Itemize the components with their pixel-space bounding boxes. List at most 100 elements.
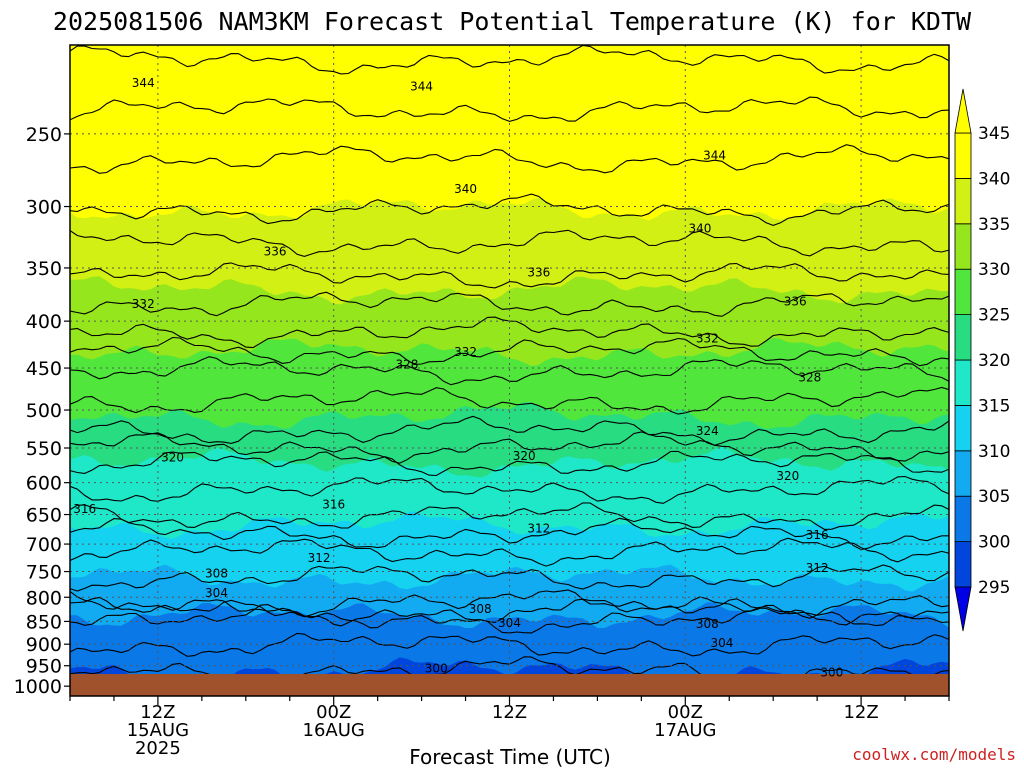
colorbar-segment	[954, 314, 972, 361]
y-tick-label: 900	[26, 634, 62, 656]
contour-label: 344	[132, 76, 155, 90]
x-tick-label: 12Z	[140, 702, 175, 723]
colorbar-tick-label: 335	[978, 215, 1010, 235]
contour-label: 316	[806, 528, 829, 542]
colorbar-tick-label: 340	[978, 169, 1010, 189]
contour-label: 324	[696, 424, 719, 438]
colorbar-tick-label: 325	[978, 306, 1010, 326]
contour-label: 308	[469, 602, 492, 616]
contour-label: 300	[425, 662, 448, 676]
y-tick-label: 250	[26, 124, 62, 146]
contour-label: 340	[454, 182, 477, 196]
colorbar-segment	[954, 450, 972, 497]
contour-label: 304	[710, 636, 733, 650]
colorbar-segment	[954, 495, 972, 543]
y-tick-label: 850	[26, 611, 62, 633]
contour-label: 332	[132, 297, 155, 311]
y-tick-label: 400	[26, 311, 62, 333]
y-tick-label: 1000	[14, 676, 62, 698]
credit-text: coolwx.com/models	[852, 745, 1016, 764]
colorbar-segment	[954, 268, 972, 316]
contour-label: 312	[308, 551, 331, 565]
contour-308	[70, 589, 949, 619]
contour-label: 332	[454, 345, 477, 359]
contour-334	[70, 291, 949, 317]
contour-342	[70, 144, 949, 174]
y-tick-label: 450	[26, 358, 62, 380]
y-tick-label: 800	[26, 587, 62, 609]
contour-344	[70, 96, 949, 122]
x-tick-label: 15AUG	[127, 720, 189, 741]
colorbar-tick-label: 315	[978, 396, 1010, 416]
x-tick-label: 00Z	[316, 702, 351, 723]
contour-312	[70, 537, 949, 567]
colorbar-tick-label: 345	[978, 124, 1010, 144]
x-tick-label: 12Z	[492, 702, 527, 723]
colorbar-extend-top	[954, 88, 972, 134]
contour-330	[70, 336, 949, 367]
contour-310	[70, 564, 949, 592]
contour-label: 320	[776, 469, 799, 483]
contour-label: 316	[322, 498, 345, 512]
colorbar-extend-bottom	[954, 586, 972, 632]
y-tick-label: 750	[26, 562, 62, 584]
contour-306	[70, 596, 949, 627]
colorbar-tick-label: 300	[978, 533, 1010, 553]
colorbar-tick-label: 310	[978, 442, 1010, 462]
contour-label: 304	[498, 616, 521, 630]
contour-322	[70, 431, 949, 464]
y-tick-label: 950	[26, 656, 62, 678]
y-tick-label: 500	[26, 400, 62, 422]
x-tick-label: 16AUG	[303, 720, 365, 741]
contour-label: 336	[527, 265, 550, 279]
x-tick-label: 12Z	[843, 702, 878, 723]
contour-label: 320	[513, 449, 536, 463]
contour-label: 332	[696, 332, 719, 346]
colorbar-segment	[954, 132, 972, 179]
contour-label: 340	[688, 221, 711, 235]
colorbar-segment	[954, 404, 972, 452]
contour-320	[70, 450, 949, 477]
x-tick-label: 00Z	[668, 702, 703, 723]
x-axis-label: Forecast Time (UTC)	[409, 745, 611, 768]
y-tick-label: 600	[26, 473, 62, 495]
contour-labels: 344 344 344 340 340 336 336 336 332 332 332 328 328 3…	[73, 76, 843, 679]
y-tick-label: 650	[26, 505, 62, 527]
band-340	[70, 45, 949, 221]
colorbar-tick-label: 330	[978, 260, 1010, 280]
contour-label: 308	[696, 617, 719, 631]
ground-surface	[70, 674, 949, 696]
colorbar-segment	[954, 223, 972, 270]
contour-label: 344	[703, 149, 726, 163]
plot-area	[70, 45, 949, 696]
chart-title: 2025081506 NAM3KM Forecast Potential Tem…	[53, 7, 972, 36]
colorbar-tick-label: 305	[978, 487, 1010, 507]
contour-label: 308	[205, 567, 228, 581]
contour-label: 312	[527, 521, 550, 535]
contour-label: 304	[205, 586, 228, 600]
contour-label: 336	[784, 295, 807, 309]
contour-304	[70, 604, 949, 634]
y-tick-label: 550	[26, 438, 62, 460]
contour-label: 336	[264, 245, 287, 259]
y-tick-label: 350	[26, 258, 62, 280]
contour-336	[70, 262, 949, 289]
contour-340	[70, 193, 949, 226]
y-axis: 2503003504004505005506006507007508008509…	[14, 124, 70, 698]
colorbar-segment	[954, 359, 972, 406]
y-tick-label: 300	[26, 197, 62, 219]
contour-label: 312	[806, 561, 829, 575]
contour-label: 328	[395, 357, 418, 371]
contour-label: 316	[73, 502, 96, 516]
colorbar: 295 300 305 310 315 320 325 330 335 340 345	[954, 88, 1010, 632]
contour-326	[70, 386, 949, 415]
y-tick-label: 700	[26, 534, 62, 556]
contour-346	[70, 45, 949, 75]
contour-label: 320	[161, 450, 184, 464]
colorbar-tick-label: 295	[978, 578, 1010, 598]
contour-label: 300	[820, 665, 843, 679]
colorbar-segment	[954, 541, 972, 588]
x-tick-label: 2025	[135, 738, 181, 759]
